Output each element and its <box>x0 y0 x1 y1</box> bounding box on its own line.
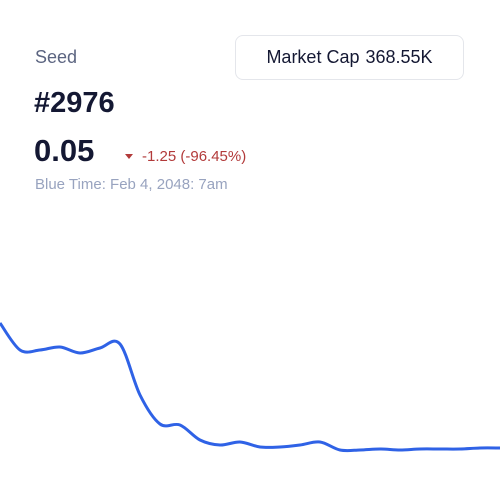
market-cap-button[interactable]: Market Cap 368.55K <box>235 35 464 80</box>
price-line <box>0 322 500 453</box>
price-change: -1.25 (-96.45%) <box>142 148 247 165</box>
token-label: Seed <box>35 47 78 67</box>
market-cap-value: 368.55K <box>365 47 433 67</box>
down-arrow <box>125 154 133 159</box>
price: 0.05 <box>34 133 95 168</box>
token-id: #2976 <box>34 87 115 119</box>
market-cap-label: Market Cap <box>266 47 360 67</box>
timestamp: Blue Time: Feb 4, 2048: 7am <box>35 176 228 193</box>
